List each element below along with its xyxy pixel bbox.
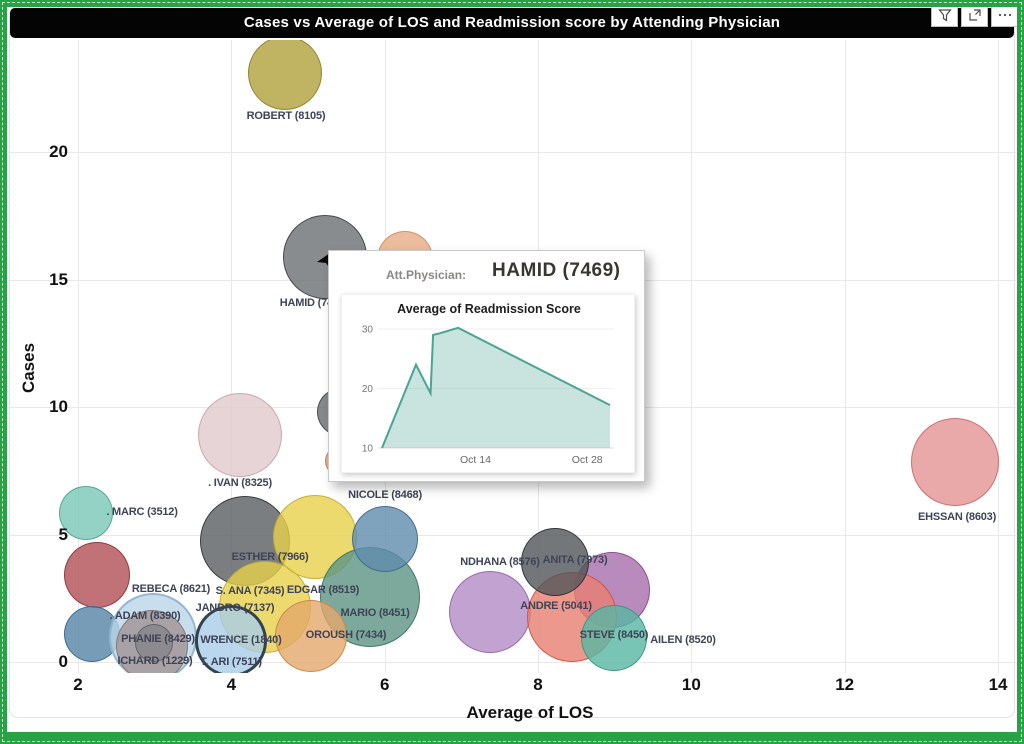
bubble-ivan-8325[interactable] xyxy=(197,393,282,478)
svg-text:Oct 28: Oct 28 xyxy=(572,454,603,466)
tooltip-field-value: HAMID (7469) xyxy=(492,260,621,281)
gridline-v xyxy=(691,40,693,673)
bubble-label-steve-8450: STEVE (8450) xyxy=(579,629,649,641)
x-tick-14: 14 xyxy=(988,675,1008,694)
more-options-icon xyxy=(998,13,1011,17)
bubble-nicole-8468[interactable] xyxy=(351,506,418,573)
bubble-robert-8105[interactable] xyxy=(248,40,322,110)
y-axis-title: Cases xyxy=(19,342,38,394)
visual-title: Cases vs Average of LOS and Readmission … xyxy=(243,14,781,31)
bubble-label-marc-3512: . MARC (3512) xyxy=(106,506,178,518)
bubble-label-ailen-8520: AILEN (8520) xyxy=(650,634,716,646)
gridline-h xyxy=(8,534,1016,536)
bubble-label-ehssan-8603: EHSSAN (8603) xyxy=(917,511,997,523)
bubble-label-ichard-1229: ICHARD (1229) xyxy=(117,655,193,667)
bubble-label-t-ari-7511: T. ARI (7511) xyxy=(200,656,262,668)
y-tick-15: 15 xyxy=(49,269,68,289)
focus-mode-button[interactable] xyxy=(961,3,988,27)
tooltip-report-page: Average of Readmission Score 30 20 10 Oct 1… xyxy=(341,294,635,473)
filter-icon xyxy=(937,9,952,22)
gridline-v xyxy=(844,40,846,673)
bubble-label-anita-7973: ANITA (7973) xyxy=(542,554,608,566)
bubble-unlabeled-4[interactable] xyxy=(134,623,173,662)
gridline-v xyxy=(78,40,79,673)
x-tick-12: 12 xyxy=(835,675,855,694)
bubble-oroush-7434[interactable] xyxy=(275,599,348,672)
bubble-label-andre-5041: ANDRE (5041) xyxy=(520,600,592,612)
bubble-ehssan-8603[interactable] xyxy=(911,418,1000,507)
bubble-label-esther-7966: ESTHER (7966) xyxy=(231,551,309,563)
x-tick-4: 4 xyxy=(226,675,237,694)
bubble-anita-7973[interactable] xyxy=(520,528,589,597)
y-tick-20: 20 xyxy=(49,142,68,161)
bubble-label-rebeca-8621: REBECA (8621) xyxy=(131,583,211,595)
svg-text:20: 20 xyxy=(362,384,374,395)
bubble-wrence-1840[interactable] xyxy=(195,605,268,673)
tooltip-field-label: Att.Physician: xyxy=(386,268,467,282)
x-axis-title: Average of LOS xyxy=(466,703,594,722)
bubble-label-ivan-8325: . IVAN (8325) xyxy=(208,477,272,489)
gridline-v xyxy=(998,40,1000,673)
focus-mode-icon xyxy=(968,9,981,21)
svg-text:10: 10 xyxy=(362,444,374,455)
bubble-label-oroush-7434: OROUSH (7434) xyxy=(305,629,387,641)
svg-text:30: 30 xyxy=(362,325,374,336)
x-tick-8: 8 xyxy=(533,675,543,694)
bubble-label-wrence-1840: WRENCE (1840) xyxy=(200,634,282,646)
gridline-v xyxy=(231,40,233,673)
y-tick-10: 10 xyxy=(49,397,68,416)
tooltip-chart-title: Average of Readmission Score xyxy=(397,302,581,316)
visual-title-bar: Cases vs Average of LOS and Readmission … xyxy=(10,8,1014,38)
bubble-steve-8450[interactable] xyxy=(580,605,647,672)
bubble-rebeca-8621[interactable] xyxy=(64,542,131,609)
hover-tooltip: Att.Physician: HAMID (7469) Average of R… xyxy=(328,250,645,482)
gridline-h xyxy=(8,662,1016,663)
x-tick-2: 2 xyxy=(73,675,83,694)
bubble-label-jandro-7137: JANDRO (7137) xyxy=(195,602,275,614)
x-tick-6: 6 xyxy=(379,675,390,694)
bubble-label-ndhana-8576: NDHANA (8576) xyxy=(460,556,540,568)
bubble-label-s-ana-7345: S. ANA (7345) xyxy=(215,585,285,597)
y-tick-0: 0 xyxy=(58,652,68,671)
svg-text:Oct 14: Oct 14 xyxy=(460,454,491,466)
visual-header-actions xyxy=(931,3,1018,27)
bubble-label-robert-8105: ROBERT (8105) xyxy=(246,110,326,122)
more-options-button[interactable] xyxy=(991,3,1018,27)
gridline-h xyxy=(8,152,1016,153)
bubble-marc-3512[interactable] xyxy=(58,485,113,540)
bubble-label-edgar-8519: EDGAR (8519) xyxy=(286,584,360,596)
bubble-label-nicole-8468: NICOLE (8468) xyxy=(348,489,422,501)
bubble-label-adam-8390: . ADAM (8390) xyxy=(109,610,181,622)
bubble-label-phanie-8429: PHANIE (8429) xyxy=(121,633,195,645)
bubble-ndhana-8576[interactable] xyxy=(448,571,531,654)
y-tick-5: 5 xyxy=(58,524,68,544)
readmission-area-chart: 30 20 10 Oct 14 Oct 28 xyxy=(362,325,614,466)
x-tick-10: 10 xyxy=(681,675,701,694)
filter-button[interactable] xyxy=(931,3,958,27)
bubble-label-mario-8451: MARIO (8451) xyxy=(340,607,410,619)
